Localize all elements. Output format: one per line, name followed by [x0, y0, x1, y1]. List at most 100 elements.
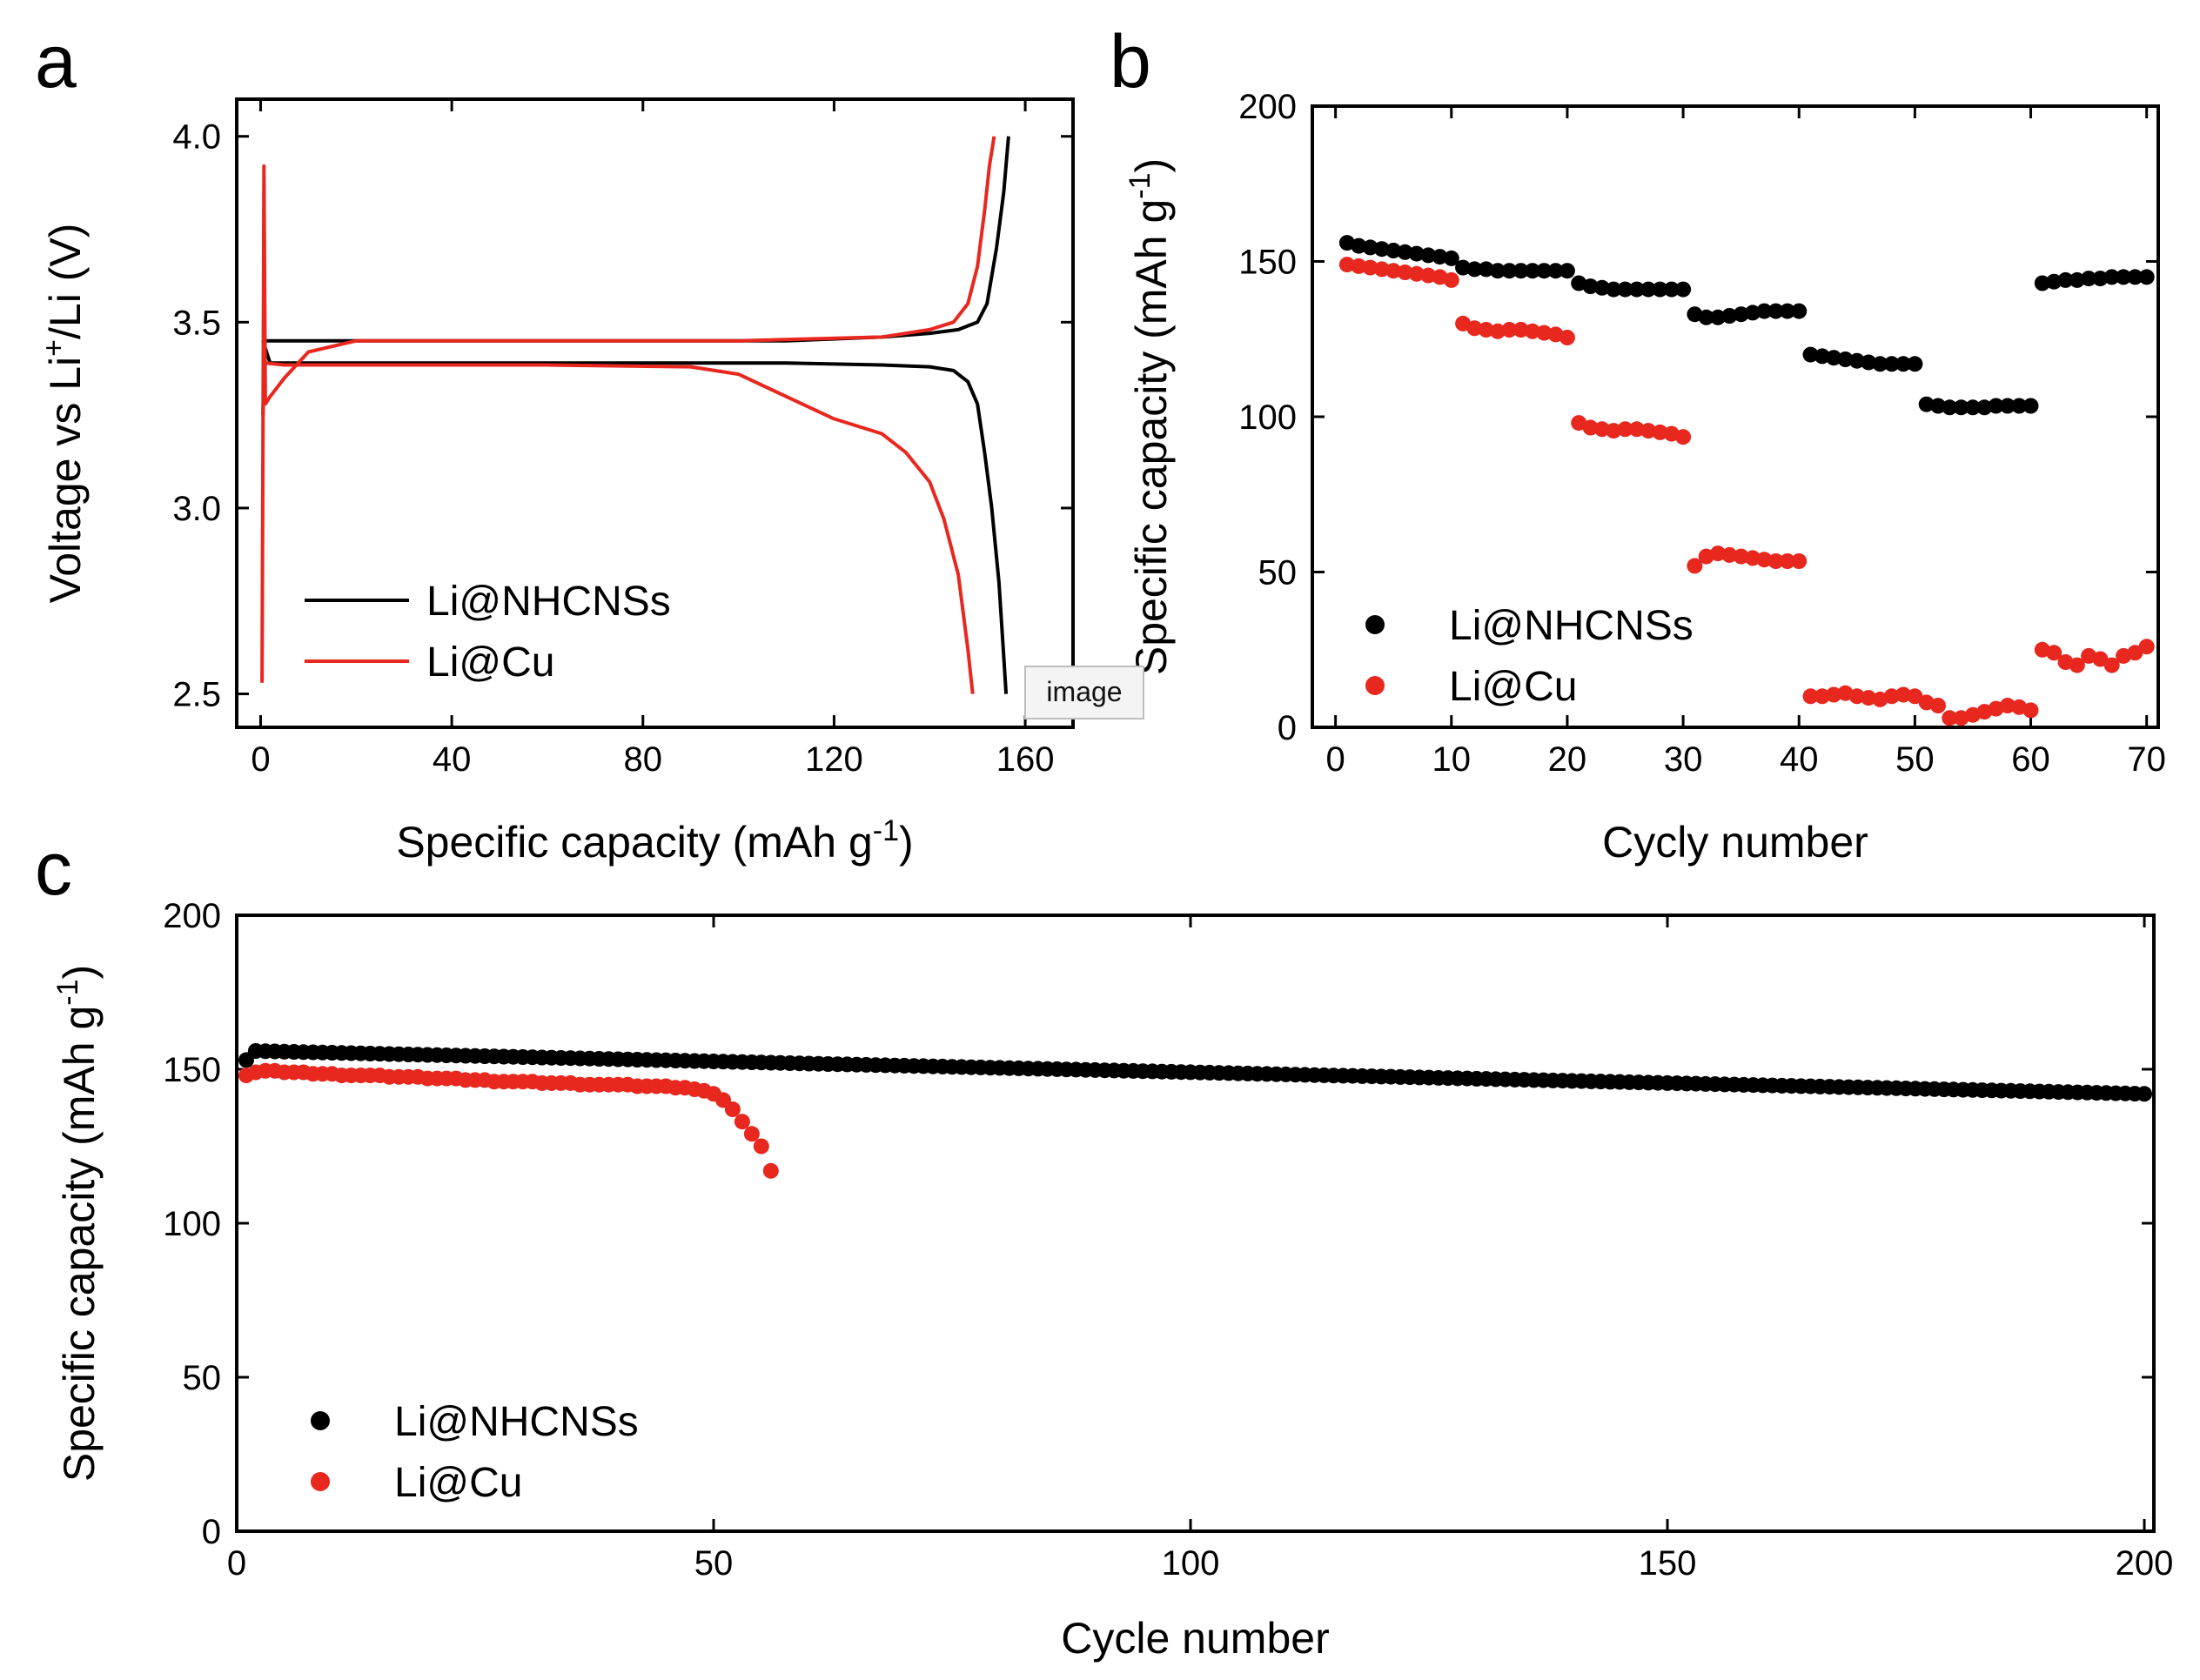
chart-b-point-cu — [2092, 651, 2109, 667]
chart-a-xtick-label: 80 — [624, 740, 663, 779]
chart-b-ytick-label: 50 — [1258, 554, 1298, 592]
chart-b-point-nhcns — [2022, 398, 2039, 414]
chart-b-point-nhcns — [1779, 303, 1795, 319]
chart-b-point-nhcns — [1721, 308, 1738, 324]
chart-b-frame — [1311, 104, 2160, 729]
chart-b-point-nhcns — [1455, 259, 1472, 276]
chart-b-point-nhcns — [2046, 273, 2062, 290]
chart-c-xtick-label: 150 — [1639, 1544, 1697, 1583]
chart-b-point-nhcns — [1918, 396, 1935, 412]
chart-c-ytick-label: 200 — [163, 897, 221, 935]
chart-c-y-axis-title: Specific capacity (mAh g-1) — [51, 965, 104, 1482]
chart-b-point-nhcns — [1547, 263, 1564, 279]
chart-c-point-cu — [734, 1114, 750, 1130]
chart-b-point-cu — [1895, 686, 1912, 703]
chart-b-xtick-label: 0 — [1326, 740, 1345, 779]
chart-b-point-nhcns — [1814, 348, 1830, 365]
chart-b-point-nhcns — [1698, 309, 1714, 325]
axis-title-end: ) — [55, 965, 104, 980]
chart-b-point-cu — [1814, 688, 1830, 705]
chart-c-cycling-stability: 0 50 100 150 200 0 50 100 150 200 Li@NHCNSs Li@Cu Cy… — [51, 897, 2173, 1663]
chart-b-point-nhcns — [2103, 269, 2120, 285]
chart-a-xtick-label: 160 — [996, 740, 1055, 779]
chart-a-y-axis-title: Voltage vs Li+/Li (V) — [37, 224, 90, 604]
chart-b-point-cu — [1999, 698, 2016, 713]
chart-b-point-nhcns — [1907, 356, 1923, 372]
axis-title-end: ) — [1127, 158, 1176, 173]
chart-b-point-nhcns — [1663, 281, 1680, 298]
chart-b-point-cu — [1861, 690, 1877, 706]
chart-c-ytick-label: 50 — [183, 1359, 222, 1397]
chart-b-point-cu — [1687, 558, 1703, 574]
chart-b-point-nhcns — [1895, 356, 1912, 372]
chart-c-point-cu — [724, 1101, 741, 1117]
chart-a-frame — [235, 97, 1075, 729]
chart-b-legend-marker-nhcns — [1365, 615, 1385, 634]
chart-b-point-nhcns — [2092, 271, 2109, 287]
image-tooltip-box — [1024, 666, 1144, 720]
chart-c-point-cu — [762, 1162, 779, 1179]
chart-b-point-cu — [1559, 330, 1575, 345]
chart-b-xtick-label: 20 — [1548, 740, 1587, 779]
chart-b-point-nhcns — [1745, 305, 1761, 321]
chart-b-point-cu — [1826, 686, 1842, 703]
chart-b-point-nhcns — [1826, 350, 1842, 366]
chart-b-point-nhcns — [1512, 263, 1529, 279]
chart-b-point-nhcns — [1628, 281, 1645, 298]
chart-b-point-cu — [1628, 421, 1645, 438]
chart-b-point-nhcns — [2069, 271, 2085, 288]
chart-b-point-nhcns — [1536, 263, 1553, 279]
image-tooltip: image — [1024, 666, 1144, 720]
panel-label-c: c — [35, 827, 72, 911]
chart-b-point-nhcns — [1710, 309, 1726, 325]
chart-b-point-cu — [1420, 267, 1437, 284]
chart-b-y-axis-title: Specific capacity (mAh g-1) — [1123, 158, 1176, 675]
chart-b-point-nhcns — [2138, 269, 2155, 285]
chart-c-xtick-label: 0 — [227, 1544, 246, 1583]
chart-a-ytick-label: 4.0 — [172, 118, 221, 157]
chart-b-point-nhcns — [1501, 263, 1518, 279]
chart-b-point-nhcns — [1942, 399, 1958, 416]
axis-title-main: Specific capacity (mAh g — [1127, 199, 1176, 675]
chart-b-point-cu — [1779, 553, 1795, 569]
chart-b-point-nhcns — [2116, 269, 2132, 285]
chart-a-legend-label-cu: Li@Cu — [426, 639, 554, 686]
chart-b-point-cu — [1733, 548, 1749, 565]
chart-a-series-nhcns-curve — [261, 136, 1010, 416]
chart-c-ytick-label: 0 — [202, 1513, 221, 1551]
chart-b-point-nhcns — [1767, 303, 1784, 319]
chart-b-point-nhcns — [1640, 281, 1657, 298]
chart-b-point-cu — [1942, 710, 1958, 726]
chart-b-xtick-label: 40 — [1780, 740, 1819, 779]
chart-b-point-cu — [1745, 550, 1761, 566]
chart-b-point-nhcns — [1652, 281, 1668, 298]
chart-a-series-cu-curve — [265, 361, 975, 694]
chart-c-point-cu — [743, 1126, 760, 1142]
chart-a-ytick-label: 3.0 — [172, 490, 221, 528]
chart-c-x-axis-title: Cycle number — [1061, 1614, 1329, 1663]
chart-b-point-cu — [2103, 657, 2120, 673]
chart-b-point-nhcns — [1490, 263, 1506, 279]
chart-b-point-nhcns — [1373, 241, 1390, 258]
chart-b-point-nhcns — [2127, 269, 2143, 285]
panel-label-b: b — [1110, 20, 1151, 104]
chart-c-xtick-label: 200 — [2116, 1544, 2174, 1583]
chart-a-xtick-label: 120 — [805, 740, 863, 779]
chart-b-rate-performance: 0 10 20 30 40 50 60 70 0 50 100 150 200 Li@NHCNSs Li@C… — [1123, 88, 2166, 867]
chart-b-point-cu — [1362, 259, 1378, 276]
chart-b-point-cu — [1490, 323, 1506, 339]
chart-a-legend-label-nhcns: Li@NHCNSs — [426, 579, 671, 625]
chart-b-point-nhcns — [1443, 250, 1459, 266]
chart-c-legend-label-cu: Li@Cu — [394, 1460, 522, 1506]
chart-b-point-nhcns — [1351, 238, 1367, 254]
chart-b-point-nhcns — [1362, 239, 1378, 256]
chart-b-point-nhcns — [1930, 398, 1946, 414]
chart-a-series-cu-curve — [260, 136, 996, 683]
chart-b-point-cu — [1373, 261, 1390, 278]
chart-b-point-nhcns — [1802, 346, 1819, 363]
chart-b-point-nhcns — [1953, 399, 1969, 416]
chart-b-point-nhcns — [1791, 303, 1808, 319]
chart-b-ytick-label: 0 — [1278, 709, 1297, 747]
chart-b-point-cu — [1512, 322, 1529, 338]
